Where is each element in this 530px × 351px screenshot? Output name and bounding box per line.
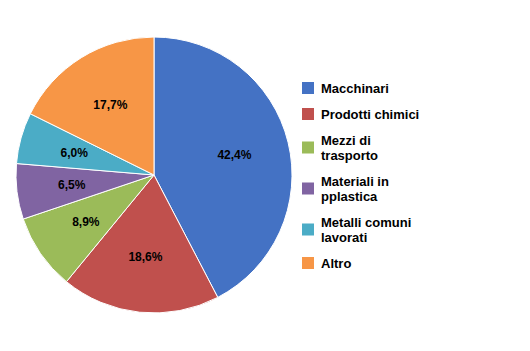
legend-swatch [302,183,314,195]
legend-label: Materiali inpplastica [321,174,389,204]
legend-item: Altro [302,256,351,271]
legend-label: Macchinari [321,81,389,96]
pie-slice [30,37,154,175]
pie [16,37,292,313]
legend-swatch [302,108,314,120]
data-label: 42,4% [217,148,251,162]
chart-container: 42,4% 18,6% 8,9% 6,5% 6,0% 17,7% Macchinari Pro… [0,0,530,351]
data-label: 6,5% [58,178,86,192]
legend-item: Macchinari [302,81,389,96]
legend-swatch [302,82,314,94]
data-labels: 42,4% 18,6% 8,9% 6,5% 6,0% 17,7% [58,98,252,265]
legend-label: Mezzi ditrasporto [321,133,378,163]
legend-label: Prodotti chimici [321,107,419,122]
data-label: 17,7% [93,98,127,112]
legend-swatch [302,142,314,154]
legend-swatch [302,224,314,236]
data-label: 18,6% [128,250,162,264]
chart: 42,4% 18,6% 8,9% 6,5% 6,0% 17,7% Macchinari Pro… [0,0,530,351]
legend-item: Metalli comunilavorati [302,215,411,245]
legend-label: Altro [321,256,351,271]
legend-item: Prodotti chimici [302,107,419,122]
legend-item: Mezzi ditrasporto [302,133,378,163]
data-label: 6,0% [61,146,89,160]
legend-swatch [302,257,314,269]
legend-label: Metalli comunilavorati [321,215,411,245]
data-label: 8,9% [72,215,100,229]
legend-item: Materiali inpplastica [302,174,389,204]
legend: Macchinari Prodotti chimici Mezzi ditraspo… [302,81,419,271]
